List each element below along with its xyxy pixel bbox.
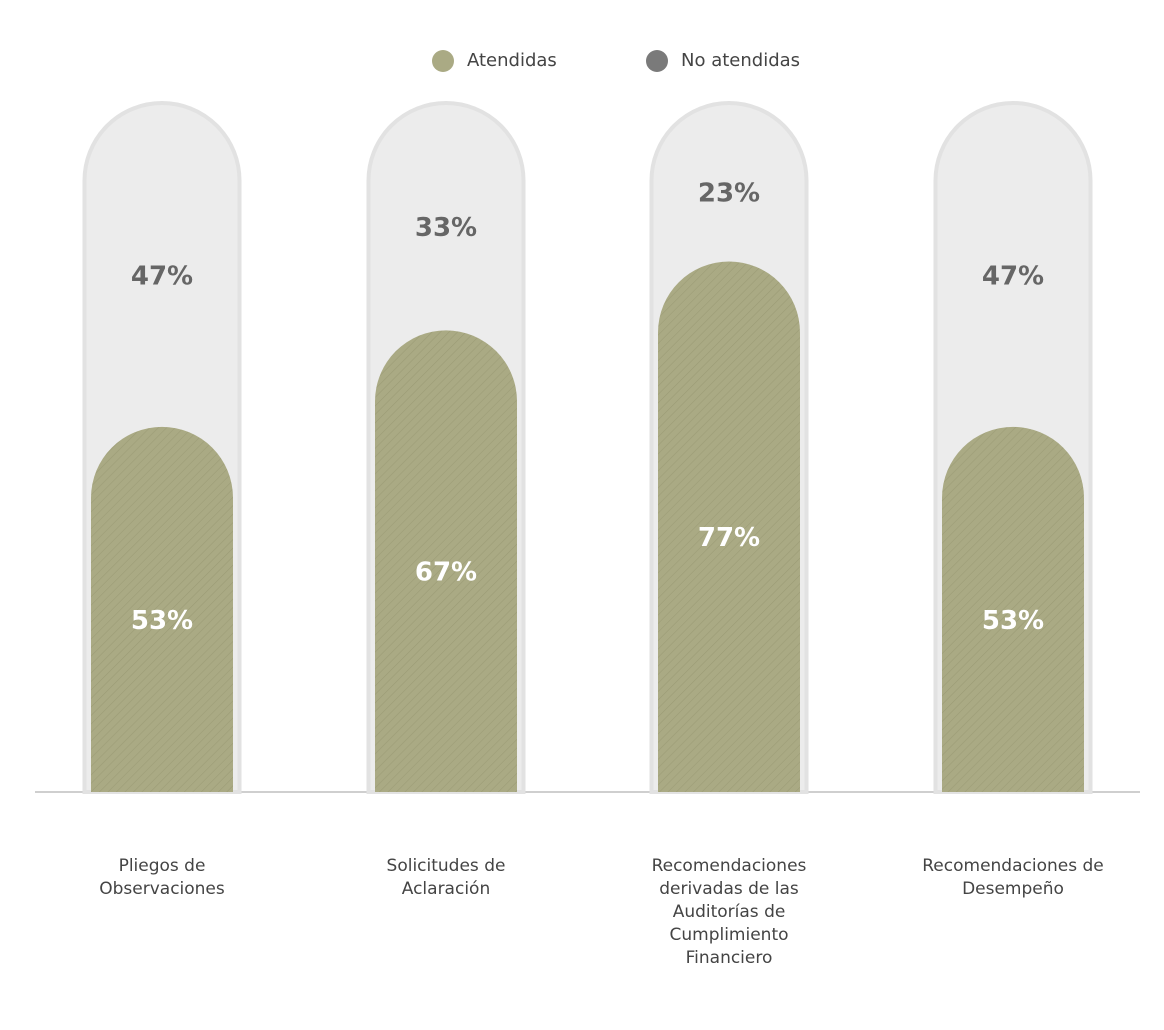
bar-segment — [375, 330, 517, 792]
value-label: 67% — [415, 558, 477, 588]
bar-segment — [942, 426, 1084, 792]
legend-marker — [646, 50, 668, 72]
legend-marker — [432, 50, 454, 72]
category-label: Pliegos de Observaciones — [99, 856, 225, 899]
value-label: 77% — [698, 523, 760, 553]
category-label: Solicitudes de Aclaración — [386, 856, 506, 899]
value-label: 33% — [415, 213, 477, 243]
legend-label: Atendidas — [467, 50, 557, 71]
value-label: 53% — [982, 606, 1044, 636]
bar-segment — [91, 426, 233, 792]
legend-label: No atendidas — [681, 50, 800, 71]
category-label: Recomendaciones de Desempeño — [922, 856, 1104, 899]
value-label: 53% — [131, 606, 193, 636]
value-label: 23% — [698, 179, 760, 209]
bar-segment — [658, 261, 800, 792]
value-label: 47% — [131, 261, 193, 291]
value-label: 47% — [982, 261, 1044, 291]
category-label: Recomendaciones derivadas de las Auditor… — [651, 856, 807, 968]
